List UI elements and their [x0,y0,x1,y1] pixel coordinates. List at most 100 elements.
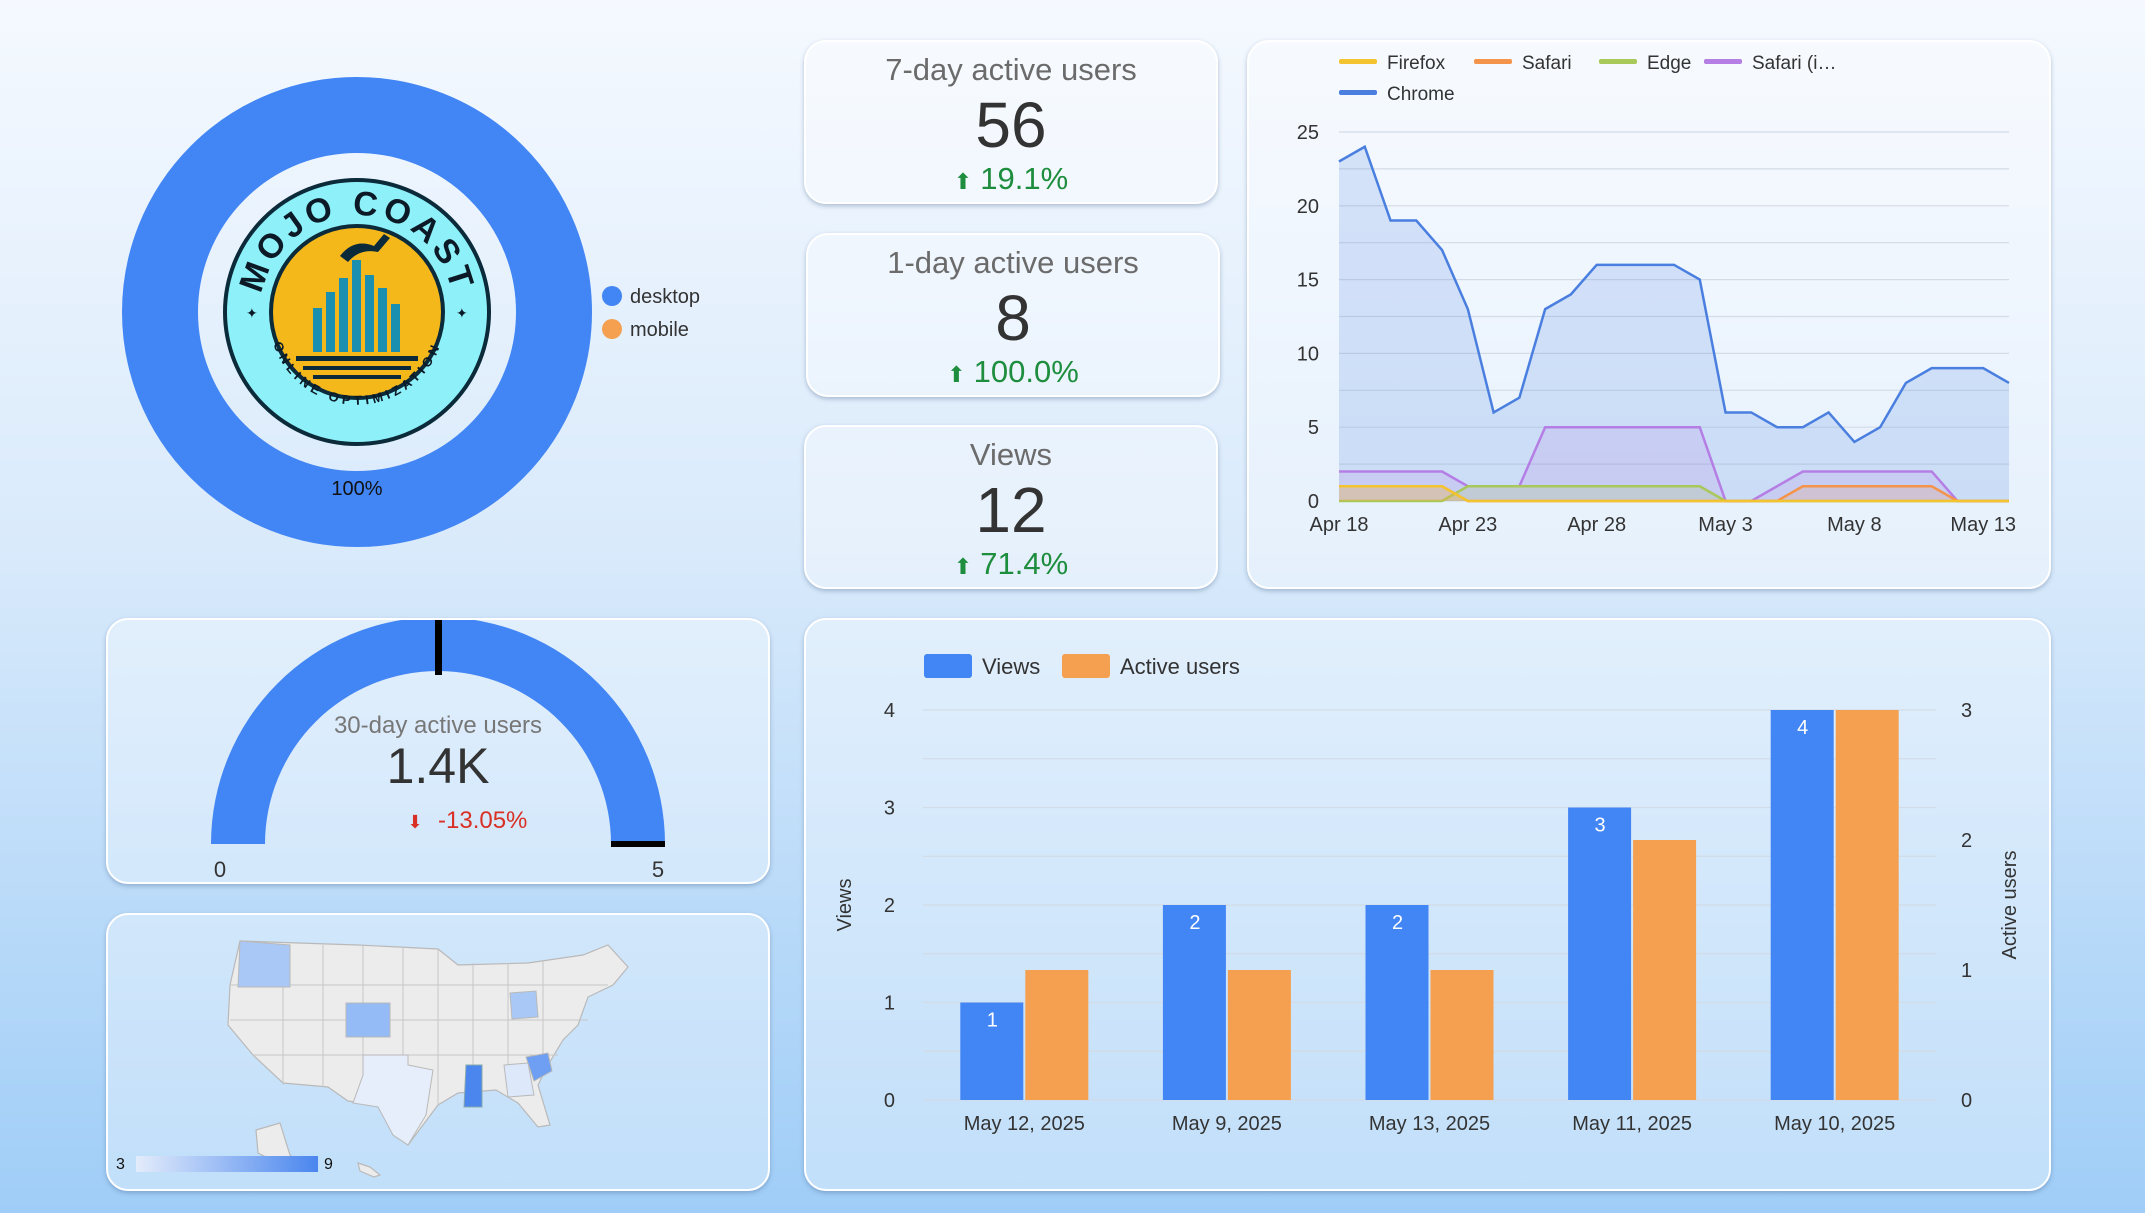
y-tick-label: 10 [1297,343,1319,365]
bar-views[interactable] [1568,807,1632,1101]
kpi-7day-delta-value: 19.1% [980,161,1069,197]
kpi-1day-delta-value: 100.0% [973,354,1079,390]
legend-swatch [1474,59,1512,64]
svg-text:✦: ✦ [246,305,258,321]
bar-active-users[interactable] [1025,970,1089,1100]
us-map-card[interactable]: 3 9 [106,913,770,1191]
bar-views-data-label: 2 [1189,912,1200,934]
x-tick-label: May 12, 2025 [964,1113,1085,1135]
legend-desktop-swatch [602,286,622,306]
bar-views[interactable] [1162,905,1226,1100]
series-line[interactable] [1339,484,2009,503]
y-tick-label: 3 [884,798,895,820]
bar-views[interactable] [1365,905,1429,1100]
legend-swatch [1704,59,1742,64]
bar-active-users[interactable] [1227,970,1291,1100]
map-state-georgia[interactable] [503,1062,535,1098]
map-hawaii[interactable] [357,1162,382,1178]
gauge-max-label: 5 [652,857,664,882]
device-donut-panel: MOJO COAST ONLINE OPTIMIZATION ✦ ✦ 100% … [100,60,740,560]
kpi-views-value: 12 [975,474,1047,546]
map-state-ohio[interactable] [509,990,539,1020]
us-map[interactable]: 3 9 [108,915,768,1189]
kpi-views-delta: ⬆ 71.4% [806,546,1216,582]
x-tick-label: May 10, 2025 [1774,1113,1895,1135]
map-legend-gradient [136,1156,318,1172]
gauge-label: 30-day active users [334,712,542,739]
y-tick-label: 2 [884,895,895,917]
gauge-value: 1.4K [387,738,490,794]
legend-label[interactable]: Chrome [1387,84,1455,105]
bar-active-users[interactable] [1835,710,1899,1100]
series-line[interactable] [1339,425,2009,503]
x-tick-label: Apr 28 [1567,514,1626,536]
bar-views[interactable] [960,1002,1024,1101]
legend-mobile-label[interactable]: mobile [630,319,689,341]
map-state-oregon[interactable] [237,940,291,988]
legend-swatch [1339,59,1377,64]
donut-segment-desktop[interactable] [122,77,592,547]
browser-area-chart[interactable]: 0 5 10 15 20 25 Apr 18 Apr 23 Apr 28 May 3 May 8 Ma… [1249,42,2049,587]
bar-views-data-label: 2 [1392,912,1403,934]
y-tick-label: 4 [884,700,895,722]
gauge-max-marker [611,841,665,847]
legend-label[interactable]: Edge [1647,53,1691,74]
y-tick-label: 25 [1297,122,1319,144]
legend-swatch [1599,59,1637,64]
svg-text:✦: ✦ [456,305,468,321]
gauge-arc [211,617,665,844]
kpi-card-1day[interactable]: 1-day active users 8 ⬆ 100.0% [806,233,1220,397]
device-donut-chart[interactable]: MOJO COAST ONLINE OPTIMIZATION ✦ ✦ 100% … [100,60,740,560]
map-state-texas[interactable] [352,1054,434,1146]
y2-tick-label: 0 [1961,1090,1972,1112]
legend-label[interactable]: Active users [1120,654,1240,679]
series-area [1339,146,2009,501]
kpi-7day-value: 56 [975,89,1047,161]
y-tick-label: 0 [1308,491,1319,513]
browser-chart-card[interactable]: 0 5 10 15 20 25 Apr 18 Apr 23 Apr 28 May 3 May 8 Ma… [1247,40,2051,589]
legend-label[interactable]: Firefox [1387,53,1446,74]
kpi-1day-label: 1-day active users [887,245,1139,280]
kpi-views-delta-value: 71.4% [980,546,1069,582]
legend-label[interactable]: Safari [1522,53,1572,74]
series-area [1339,486,2009,501]
gauge-chart[interactable]: 30-day active users 1.4K ⬇ -13.05% 0 5 [108,617,768,882]
gauge-card[interactable]: 30-day active users 1.4K ⬇ -13.05% 0 5 [106,617,770,884]
x-tick-label: May 3 [1698,514,1752,536]
legend-desktop-label[interactable]: desktop [630,286,700,308]
map-state-south-carolina[interactable] [525,1052,553,1082]
views-bar-chart-card[interactable]: 0 1 2 3 4 0 1 2 3 Views Active users 1 May 12, 2025 2… [804,618,2051,1191]
map-state-mississippi[interactable] [463,1064,483,1108]
gauge-delta: -13.05% [438,807,527,834]
arrow-down-icon: ⬇ [407,812,422,832]
legend-swatch [1062,654,1110,678]
legend-mobile-swatch [602,319,622,339]
x-tick-label: May 9, 2025 [1172,1113,1282,1135]
kpi-7day-label: 7-day active users [885,52,1137,87]
arrow-up-icon: ⬆ [953,169,973,195]
legend-label[interactable]: Safari (i… [1752,53,1836,74]
map-state-colorado[interactable] [345,1002,391,1038]
series-area [1339,427,2009,501]
x-tick-label: May 8 [1827,514,1881,536]
views-active-users-bar-chart[interactable]: 0 1 2 3 4 0 1 2 3 Views Active users 1 May 12, 2025 2… [806,620,2049,1189]
series-line[interactable] [1338,144,2010,444]
kpi-7day-delta: ⬆ 19.1% [806,161,1216,197]
series-area [1339,486,2009,501]
kpi-card-7day[interactable]: 7-day active users 56 ⬆ 19.1% [804,40,1218,204]
x-tick-label: Apr 18 [1310,514,1369,536]
y-tick-label: 15 [1297,270,1319,292]
bar-active-users[interactable] [1633,840,1697,1100]
bar-active-users[interactable] [1430,970,1494,1100]
legend-label[interactable]: Views [982,654,1040,679]
x-tick-label: May 13 [1950,514,2016,536]
bar-views-data-label: 4 [1797,717,1808,739]
y-axis-title: Views [834,879,856,932]
bar-views[interactable] [1770,710,1834,1100]
y-tick-label: 1 [884,993,895,1015]
bar-views-data-label: 3 [1595,815,1606,837]
map-legend-min: 3 [116,1156,125,1173]
kpi-card-views[interactable]: Views 12 ⬆ 71.4% [804,425,1218,589]
y-tick-label: 0 [884,1090,895,1112]
gauge-target-marker [435,620,442,675]
